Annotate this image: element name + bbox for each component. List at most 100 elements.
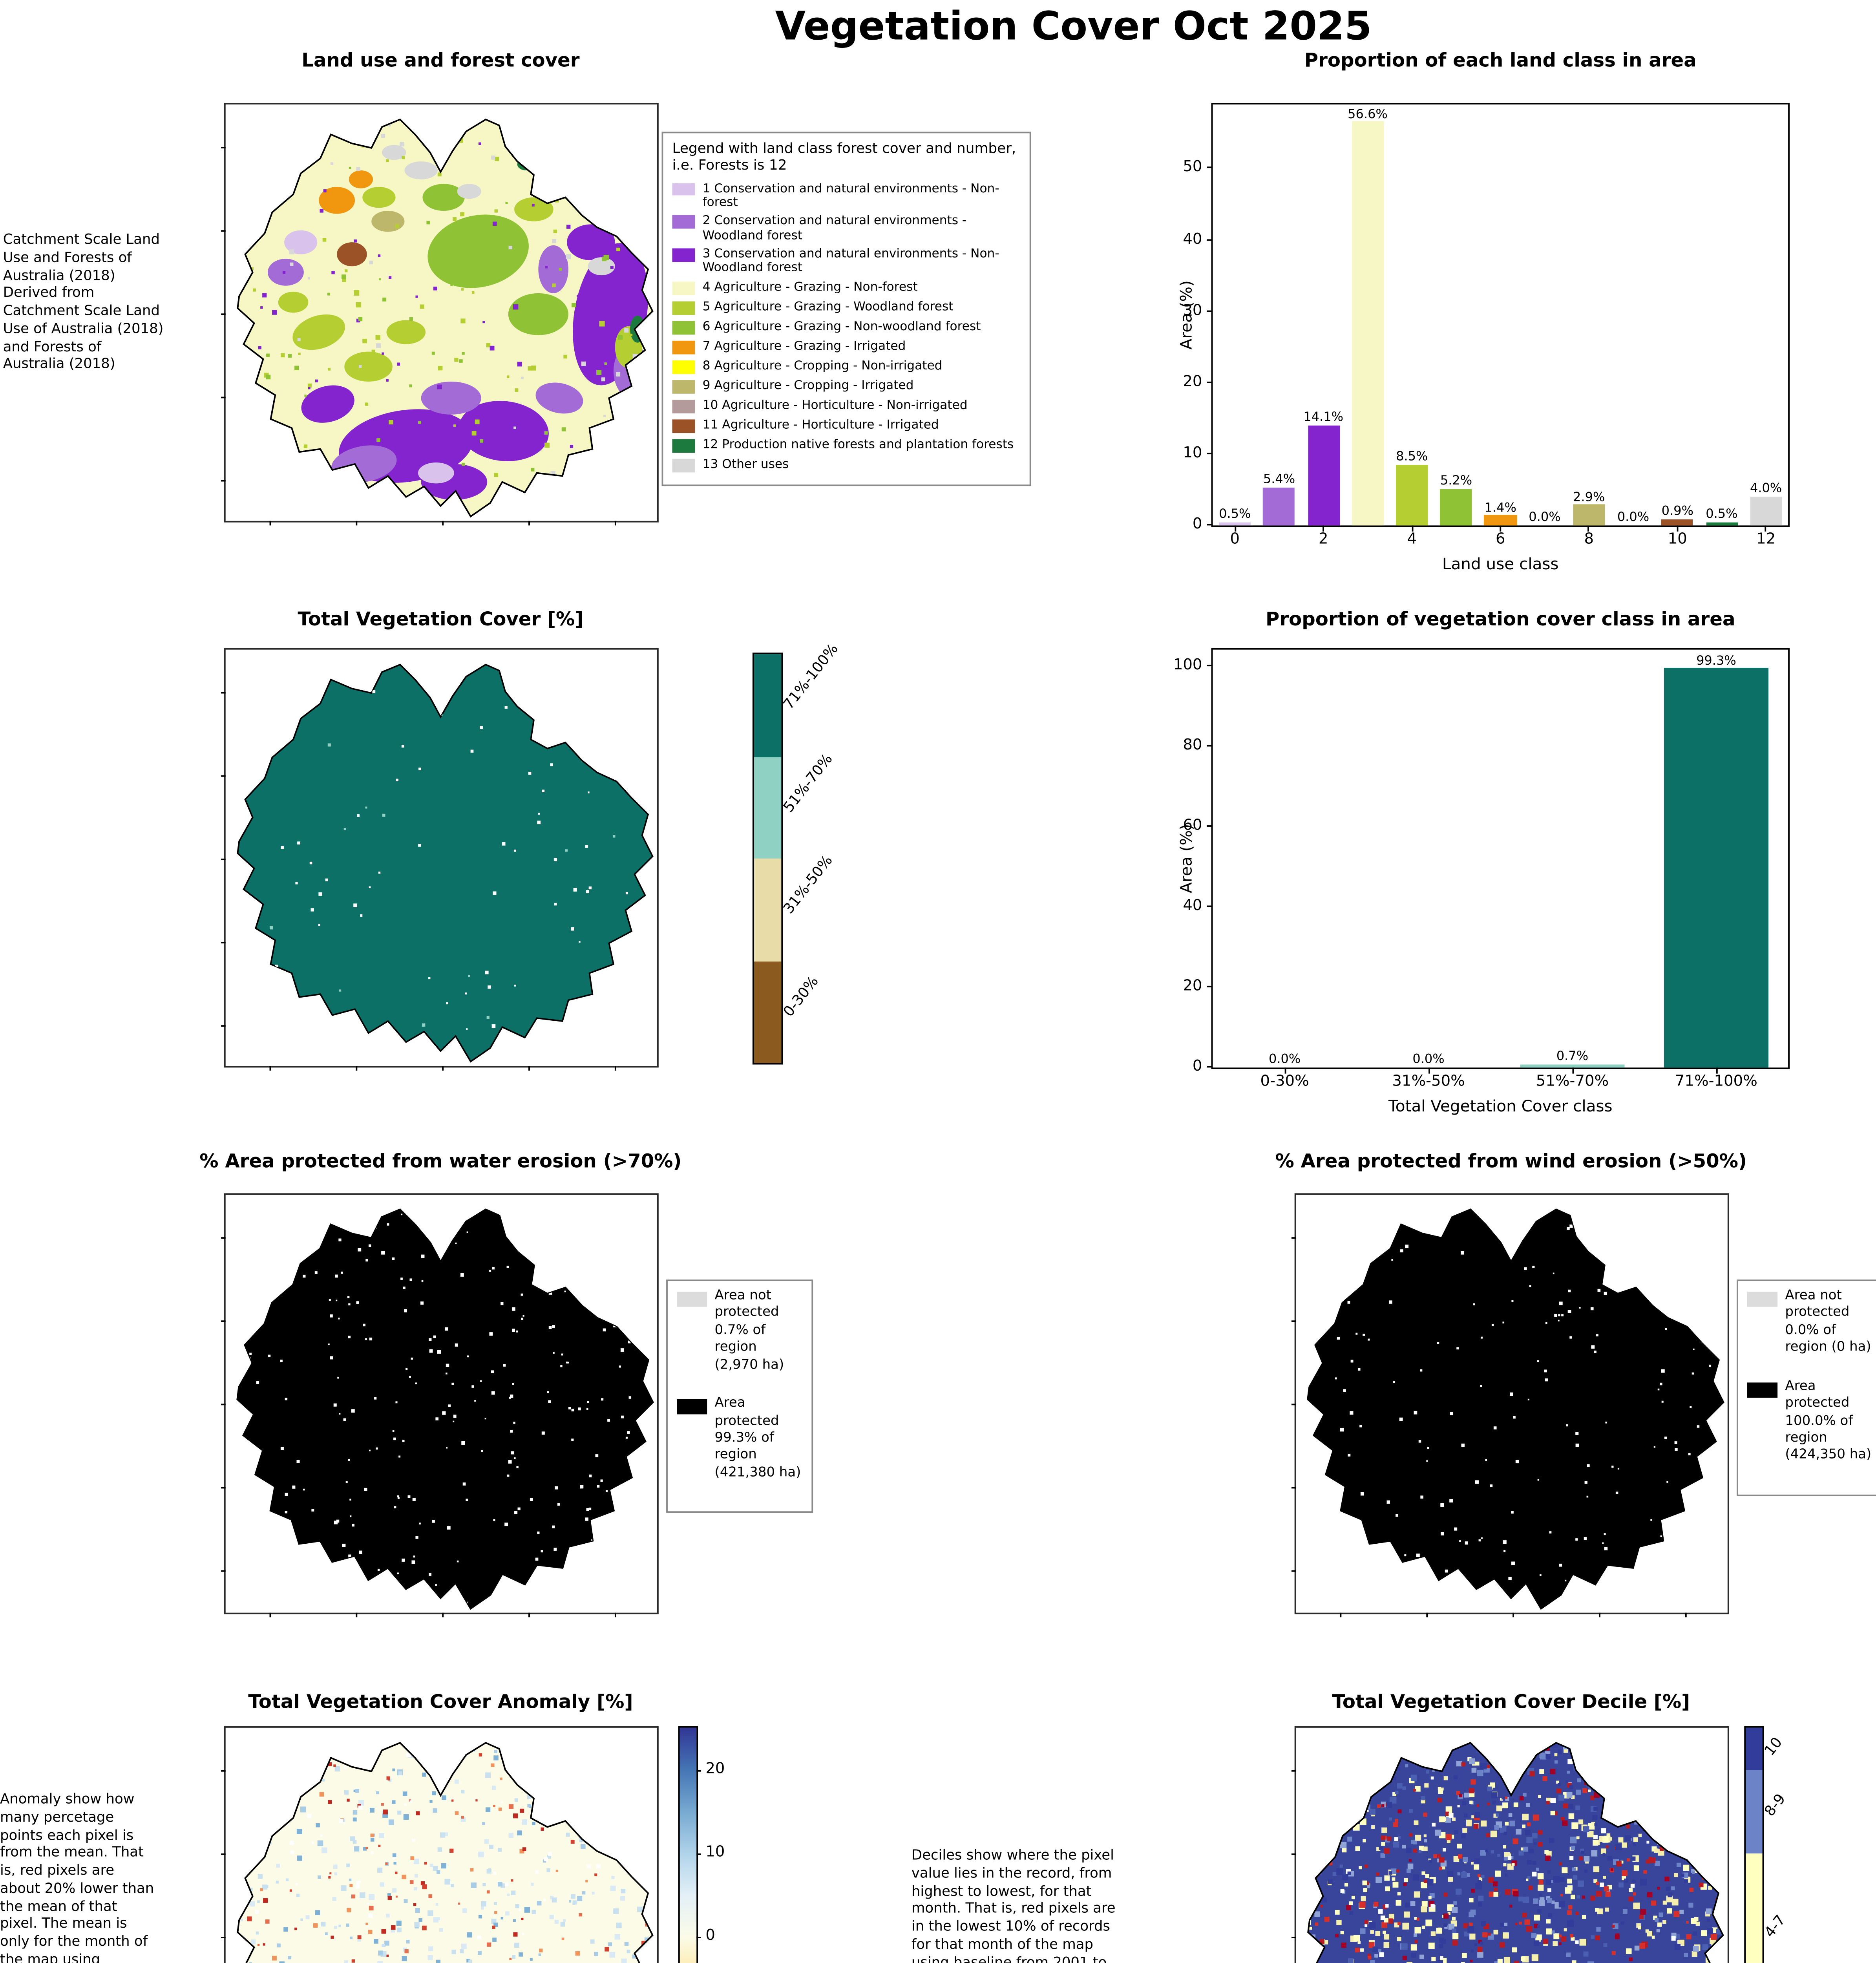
legend-item: 10 Agriculture - Horticulture - Non-irri… xyxy=(672,397,1021,413)
bar-value-label: 8.5% xyxy=(1396,448,1428,464)
x-tick-label: 2 xyxy=(1318,531,1328,548)
colorbar-segment xyxy=(754,961,782,1063)
bar-value-label: 0.5% xyxy=(1219,505,1251,521)
x-tick-label: 31%-50% xyxy=(1392,1073,1465,1091)
bar-value-label: 5.2% xyxy=(1440,472,1472,487)
legend-swatch xyxy=(677,1399,707,1415)
bar-value-label: 0.0% xyxy=(1412,1051,1445,1067)
bar-value-label: 2.9% xyxy=(1573,488,1605,504)
y-tick-label: 10 xyxy=(1183,445,1202,462)
legend-label: 7 Agriculture - Grazing - Irrigated xyxy=(702,338,906,353)
legend-label: Area protected 99.3% of region (421,380 … xyxy=(714,1396,801,1481)
x-tick-label: 4 xyxy=(1407,531,1417,548)
legend-swatch xyxy=(672,360,695,373)
bar-value-label: 99.3% xyxy=(1696,652,1736,667)
anomaly-map-title: Total Vegetation Cover Anomaly [%] xyxy=(248,1690,633,1713)
legend-swatch xyxy=(672,216,695,229)
x-tick-label: 51%-70% xyxy=(1536,1073,1609,1091)
landclass-bar-chart: 0 10 20 30 40 50 0.5% 5.4% 14.1% 56.6% 8.5% 5.2% 1.4… xyxy=(1178,103,1790,574)
legend-swatch xyxy=(677,1292,707,1307)
bar xyxy=(1396,464,1428,526)
y-tick-label: 100 xyxy=(1173,656,1202,673)
plot-area: 0 20 40 60 80 100 0.0% 0.0% 0.7% 99.3% 0-30% 31%-50… xyxy=(1173,648,1790,1089)
y-tick-label: 50 xyxy=(1183,159,1202,177)
landuse-legend-items: 1 Conservation and natural environments … xyxy=(672,179,1021,472)
bar-value-label: 0.0% xyxy=(1529,509,1561,525)
landuse-map-title: Land use and forest cover xyxy=(301,48,580,71)
wind-erosion-map-svg xyxy=(1296,1195,1728,1613)
legend-item: Area protected 100.0% of region (424,350… xyxy=(1747,1379,1873,1466)
bar xyxy=(1520,1065,1624,1068)
colorbar-segment xyxy=(1746,1769,1763,1853)
legend-item: 5 Agriculture - Grazing - Woodland fores… xyxy=(672,299,1021,314)
bar xyxy=(1219,522,1251,526)
legend-label: 1 Conservation and natural environments … xyxy=(702,179,999,209)
legend-swatch xyxy=(672,183,695,196)
legend-item: 2 Conservation and natural environments … xyxy=(672,212,1021,242)
x-tick-label: 0-30% xyxy=(1260,1073,1309,1091)
y-tick-label: 20 xyxy=(1183,373,1202,391)
x-tick-label: 6 xyxy=(1495,531,1505,548)
wind-erosion-title: % Area protected from wind erosion (>50%… xyxy=(1275,1149,1747,1172)
catchment-outline xyxy=(237,663,654,1062)
y-tick-label: 40 xyxy=(1183,897,1202,915)
legend-label: 11 Agriculture - Horticulture - Irrigate… xyxy=(702,416,939,432)
page-title: Vegetation Cover Oct 2025 xyxy=(775,4,1372,50)
legend-label: 3 Conservation and natural environments … xyxy=(702,245,999,275)
water-erosion-map xyxy=(221,1193,659,1618)
bar xyxy=(1440,488,1472,526)
legend-label: 13 Other uses xyxy=(702,455,789,471)
anomaly-note: Anomaly show how many percetage points e… xyxy=(0,1791,154,1963)
bar-value-label: 0.9% xyxy=(1661,503,1693,518)
y-axis-label: Area (%) xyxy=(1178,280,1196,350)
landclass-chart-title: Proportion of each land class in area xyxy=(1304,48,1697,71)
legend-label: 8 Agriculture - Cropping - Non-irrigated xyxy=(702,357,943,373)
legend-swatch xyxy=(1747,1292,1778,1307)
legend-item: 6 Agriculture - Grazing - Non-woodland f… xyxy=(672,318,1021,334)
landuse-legend-title: Legend with land class forest cover and … xyxy=(672,141,1016,175)
legend-label: 6 Agriculture - Grazing - Non-woodland f… xyxy=(702,318,981,333)
catchment-outline xyxy=(1308,1210,1723,1608)
y-tick-label: 60 xyxy=(1183,817,1202,834)
anomaly-map-svg xyxy=(237,1742,654,1963)
legend-label: 2 Conservation and natural environments … xyxy=(702,212,967,242)
legend-label: 9 Agriculture - Cropping - Irrigated xyxy=(702,377,914,392)
wind-erosion-legend: Area not protected 0.0% of region (0 ha)… xyxy=(1736,1279,1876,1496)
colorbar-label: 71%-100% xyxy=(780,642,842,714)
vegclass-bar-chart: 0 20 40 60 80 100 0.0% 0.0% 0.7% 99.3% 0-30% 31%-50… xyxy=(1173,648,1790,1116)
legend-swatch xyxy=(1747,1382,1778,1397)
decile-map xyxy=(1291,1726,1729,1963)
colorbar-label: 0-30% xyxy=(780,973,823,1020)
x-tick-label: 71%-100% xyxy=(1675,1073,1757,1091)
legend-swatch xyxy=(672,439,695,452)
legend-item: 4 Agriculture - Grazing - Non-forest xyxy=(672,279,1021,295)
colorbar-label: 8-9 xyxy=(1762,1792,1790,1821)
x-tick-label: 0 xyxy=(1230,531,1240,548)
y-tick-label: 30 xyxy=(1183,302,1202,319)
bar xyxy=(1352,121,1384,526)
x-axis-label: Total Vegetation Cover class xyxy=(1388,1098,1613,1116)
colorbar-segment xyxy=(754,654,782,757)
decile-map-svg xyxy=(1307,1742,1724,1963)
legend-item: Area not protected 0.7% of region (2,970… xyxy=(677,1289,802,1375)
colorbar-segment xyxy=(1746,1727,1763,1770)
bar-value-label: 14.1% xyxy=(1303,408,1344,424)
colorbar-tick-label: 0 xyxy=(705,1927,715,1945)
bar xyxy=(1750,497,1782,526)
legend-swatch xyxy=(672,459,695,472)
bar xyxy=(1664,668,1768,1068)
colorbar-label: 31%-50% xyxy=(780,853,837,918)
map-speckles xyxy=(1308,1743,1723,1963)
legend-swatch xyxy=(672,380,695,393)
legend-item: 3 Conservation and natural environments … xyxy=(672,245,1021,275)
bar xyxy=(1484,515,1516,526)
decile-colorbar: 108-94-72-31 xyxy=(1744,1726,1790,1963)
bar xyxy=(1573,504,1605,526)
vegcover-map-title: Total Vegetation Cover [%] xyxy=(298,607,584,630)
x-tick-label: 8 xyxy=(1584,531,1594,548)
colorbar-tick-label: 20 xyxy=(705,1760,725,1777)
legend-item: 9 Agriculture - Cropping - Irrigated xyxy=(672,378,1021,393)
legend-swatch xyxy=(672,340,695,354)
